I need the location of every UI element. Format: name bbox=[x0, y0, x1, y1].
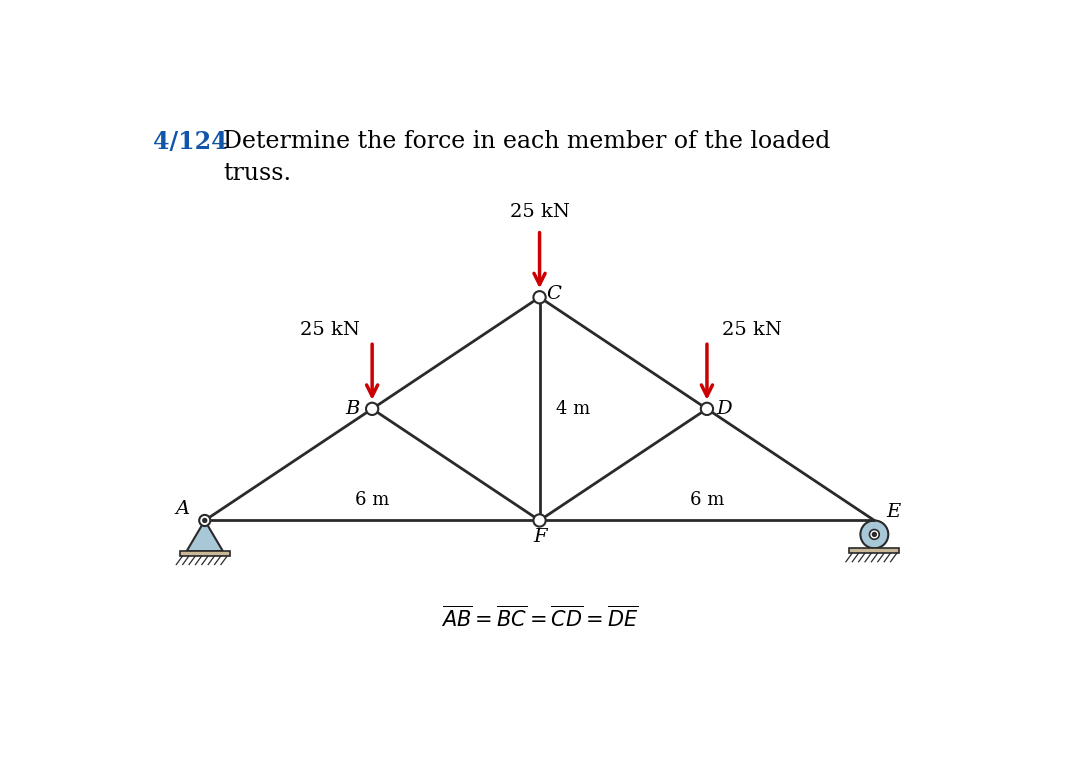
Circle shape bbox=[869, 529, 879, 540]
Circle shape bbox=[534, 291, 545, 303]
Circle shape bbox=[199, 515, 211, 526]
Text: A: A bbox=[175, 500, 189, 518]
Text: 25 kN: 25 kN bbox=[510, 203, 569, 221]
Circle shape bbox=[861, 521, 888, 548]
Text: E: E bbox=[887, 503, 901, 521]
Polygon shape bbox=[179, 551, 230, 556]
Circle shape bbox=[366, 403, 378, 415]
Text: $\overline{AB} = \overline{BC} = \overline{CD} = \overline{DE}$: $\overline{AB} = \overline{BC} = \overli… bbox=[441, 605, 638, 631]
Text: truss.: truss. bbox=[222, 162, 291, 185]
Text: 6 m: 6 m bbox=[690, 491, 724, 509]
Text: 4/124: 4/124 bbox=[153, 130, 228, 154]
Text: 6 m: 6 m bbox=[355, 491, 389, 509]
Polygon shape bbox=[849, 548, 900, 554]
Circle shape bbox=[701, 403, 713, 415]
Text: 25 kN: 25 kN bbox=[721, 321, 782, 339]
Text: 25 kN: 25 kN bbox=[300, 321, 361, 339]
Text: D: D bbox=[716, 400, 731, 418]
Polygon shape bbox=[187, 521, 222, 551]
Circle shape bbox=[203, 518, 206, 522]
Circle shape bbox=[873, 533, 876, 536]
Text: C: C bbox=[546, 285, 561, 303]
Text: 4 m: 4 m bbox=[556, 400, 591, 418]
Text: Determine the force in each member of the loaded: Determine the force in each member of th… bbox=[222, 130, 831, 152]
Circle shape bbox=[534, 515, 545, 526]
Text: B: B bbox=[346, 400, 360, 418]
Text: F: F bbox=[532, 528, 546, 546]
